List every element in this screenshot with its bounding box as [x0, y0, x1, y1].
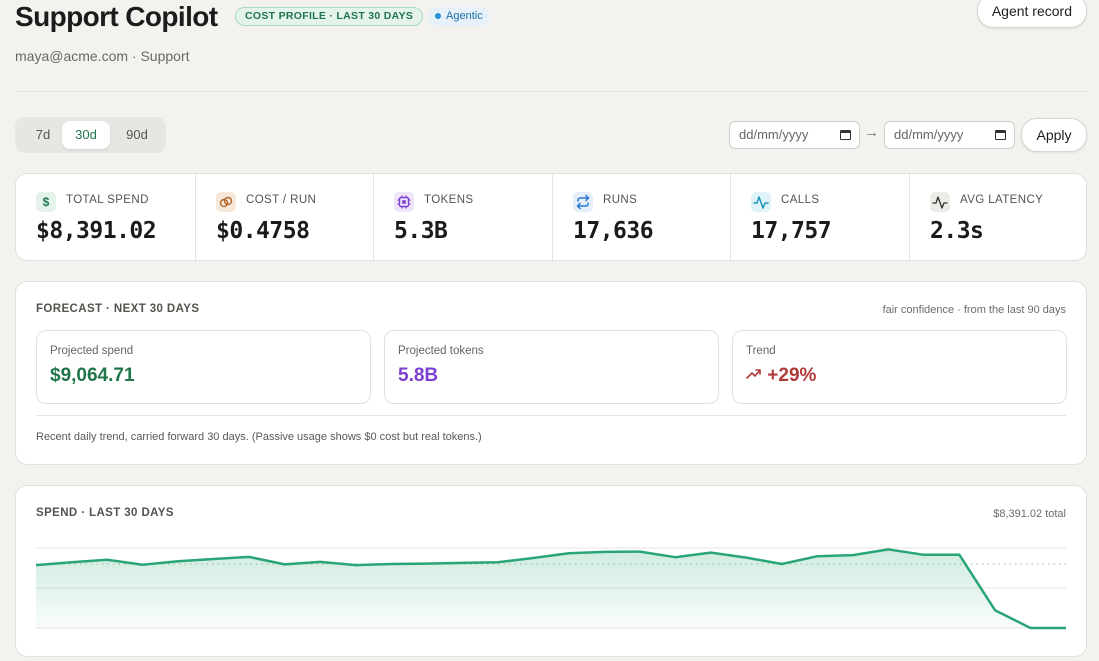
forecast-card: FORECAST · NEXT 30 DAYS fair confidence … — [15, 281, 1087, 465]
trending-up-icon — [746, 369, 761, 379]
stat-label: RUNS — [603, 194, 638, 206]
date-range-arrow: → — [864, 124, 879, 141]
stat-avg-latency: AVG LATENCY 2.3s — [909, 174, 1086, 260]
page-header: Support Copilot COST PROFILE · LAST 30 D… — [15, 0, 1087, 92]
page-subtitle: maya@acme.com · Support — [15, 48, 190, 64]
start-date-input[interactable]: dd/mm/yyyy — [729, 121, 860, 149]
link-icon — [216, 192, 236, 212]
spend-series-line — [36, 548, 1066, 630]
dollar-icon: $ — [36, 192, 56, 212]
spend-chart-card: SPEND · LAST 30 DAYS $8,391.02 total — [15, 485, 1087, 657]
stat-tokens: TOKENS 5.3B — [373, 174, 552, 260]
projected-spend-label: Projected spend — [50, 345, 134, 357]
stats-card: $ TOTAL SPEND $8,391.02 COST / RUN $0.47… — [15, 173, 1087, 261]
forecast-title: FORECAST · NEXT 30 DAYS — [36, 303, 200, 315]
stat-runs: RUNS 17,636 — [552, 174, 730, 260]
stat-total-spend: $ TOTAL SPEND $8,391.02 — [16, 174, 195, 260]
projected-tokens-value: 5.8B — [398, 365, 439, 386]
stat-label: TOTAL SPEND — [66, 194, 149, 206]
trend-percent: +29% — [767, 365, 817, 386]
range-30d-button[interactable]: 30d — [62, 121, 110, 149]
pulse-icon — [930, 192, 950, 212]
apply-button[interactable]: Apply — [1021, 118, 1087, 152]
forecast-divider — [36, 415, 1066, 416]
start-date-placeholder: dd/mm/yyyy — [739, 127, 809, 142]
projected-spend-box: Projected spend $9,064.71 — [36, 330, 371, 404]
page-title: Support Copilot — [15, 1, 218, 32]
stat-label: TOKENS — [424, 194, 474, 206]
spend-chart-title: SPEND · LAST 30 DAYS — [36, 507, 174, 519]
forecast-confidence: fair confidence · from the last 90 days — [882, 304, 1066, 316]
agent-record-button[interactable]: Agent record — [976, 0, 1087, 28]
trend-label: Trend — [746, 345, 776, 357]
stat-value: 17,757 — [751, 218, 832, 244]
projected-tokens-label: Projected tokens — [398, 345, 484, 357]
stat-value: $8,391.02 — [36, 218, 157, 244]
cost-profile-badge: COST PROFILE · LAST 30 DAYS — [235, 7, 424, 26]
stat-value: 5.3B — [394, 218, 448, 244]
trend-value: +29% — [746, 365, 816, 387]
stat-value: 2.3s — [930, 218, 984, 244]
stat-label: AVG LATENCY — [960, 194, 1044, 206]
spend-area-fill — [36, 549, 1066, 628]
end-date-placeholder: dd/mm/yyyy — [894, 127, 964, 142]
end-date-input[interactable]: dd/mm/yyyy — [884, 121, 1015, 149]
projected-spend-value: $9,064.71 — [50, 365, 135, 386]
forecast-note: Recent daily trend, carried forward 30 d… — [36, 431, 482, 443]
spend-chart-total: $8,391.02 total — [993, 508, 1066, 520]
trend-box: Trend +29% — [732, 330, 1067, 404]
range-7d-button[interactable]: 7d — [35, 127, 51, 142]
calendar-icon[interactable] — [995, 130, 1006, 140]
stat-label: COST / RUN — [246, 194, 317, 206]
activity-icon — [751, 192, 771, 212]
range-90d-button[interactable]: 90d — [126, 127, 148, 142]
stat-calls: CALLS 17,757 — [730, 174, 909, 260]
status-dot-icon — [435, 13, 441, 19]
range-selector: 7d 30d 90d — [15, 117, 166, 153]
agentic-badge: Agentic — [428, 7, 490, 26]
stat-value: 17,636 — [573, 218, 654, 244]
stat-label: CALLS — [781, 194, 820, 206]
agentic-badge-label: Agentic — [446, 10, 483, 22]
stat-cost-per-run: COST / RUN $0.4758 — [195, 174, 373, 260]
stat-value: $0.4758 — [216, 218, 310, 244]
calendar-icon[interactable] — [840, 130, 851, 140]
projected-tokens-box: Projected tokens 5.8B — [384, 330, 719, 404]
chip-icon — [394, 192, 414, 212]
spend-area-chart — [36, 547, 1066, 630]
repeat-icon — [573, 192, 593, 212]
